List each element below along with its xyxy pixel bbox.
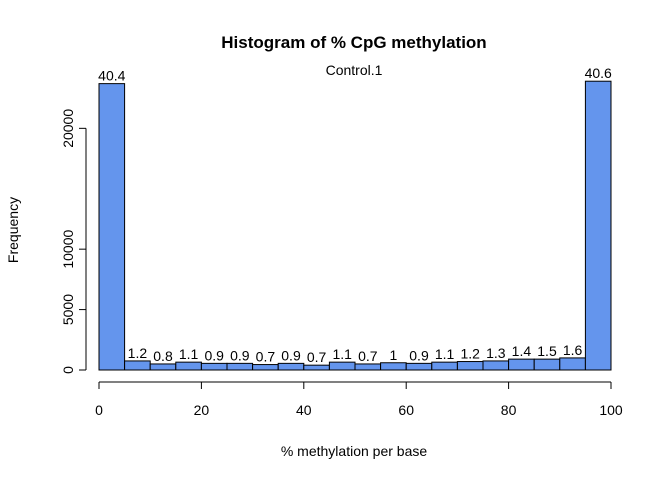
histogram-bar bbox=[380, 362, 407, 371]
bar-value-label: 1.1 bbox=[179, 346, 199, 362]
bar-value-label: 1.1 bbox=[332, 346, 352, 362]
y-tick-label: 20000 bbox=[60, 109, 76, 148]
bar-value-label: 0.9 bbox=[230, 347, 250, 363]
histogram-bar bbox=[124, 360, 151, 371]
x-tick-label: 40 bbox=[296, 402, 312, 418]
y-tick-label: 5000 bbox=[60, 294, 76, 325]
histogram-bar bbox=[252, 364, 279, 371]
bar-value-label: 1.1 bbox=[435, 346, 455, 362]
bar-value-label: 0.7 bbox=[307, 349, 327, 365]
bar-value-label: 40.6 bbox=[585, 65, 612, 81]
x-tick-label: 80 bbox=[501, 402, 517, 418]
histogram-bar bbox=[559, 357, 586, 371]
histogram-bar bbox=[584, 80, 612, 371]
x-tick-label: 0 bbox=[95, 402, 103, 418]
histogram-bar bbox=[533, 358, 561, 371]
bar-value-label: 1.3 bbox=[486, 345, 506, 361]
histogram-bar bbox=[175, 361, 202, 371]
histogram-bar bbox=[98, 83, 126, 371]
histogram-bar bbox=[149, 363, 177, 371]
histogram-bar bbox=[277, 362, 305, 371]
histogram-bar bbox=[303, 364, 330, 371]
histogram-bar bbox=[482, 360, 510, 371]
chart-title: Histogram of % CpG methylation bbox=[221, 33, 486, 52]
bar-value-label: 1 bbox=[390, 347, 398, 363]
bar-value-label: 1.4 bbox=[512, 343, 532, 359]
x-axis: 0 20 40 60 80 100 bbox=[95, 381, 623, 418]
chart-subtitle: Control.1 bbox=[326, 62, 383, 78]
histogram-bar bbox=[200, 362, 228, 371]
bar-value-label: 0.9 bbox=[204, 347, 224, 363]
x-axis-label: % methylation per base bbox=[281, 443, 428, 459]
x-tick-label: 60 bbox=[398, 402, 414, 418]
bar-value-label: 1.2 bbox=[128, 345, 148, 361]
x-tick-label: 100 bbox=[599, 402, 623, 418]
bar-value-label: 0.8 bbox=[153, 348, 173, 364]
histogram-bar bbox=[456, 361, 484, 371]
bar-value-label: 0.7 bbox=[358, 348, 378, 364]
histogram-bar bbox=[226, 362, 254, 371]
y-tick-label: 10000 bbox=[60, 229, 76, 268]
bar-value-label: 1.5 bbox=[537, 343, 557, 359]
y-tick-label: 0 bbox=[60, 366, 76, 374]
y-axis: 0 5000 10000 20000 bbox=[60, 109, 87, 374]
histogram-bar bbox=[431, 361, 458, 371]
histogram-bar bbox=[508, 358, 535, 371]
bars-group bbox=[98, 80, 612, 371]
bar-value-label: 1.6 bbox=[563, 342, 583, 358]
bar-labels-group: 40.4 1.2 0.8 1.1 0.9 0.9 0.7 0.9 0.7 1.1 0.7 1 0.9 1.… bbox=[98, 65, 612, 365]
y-axis-label: Frequency bbox=[5, 197, 21, 263]
bar-value-label: 0.7 bbox=[256, 349, 276, 365]
bar-value-label: 0.9 bbox=[281, 347, 301, 363]
histogram-bar bbox=[328, 361, 356, 371]
histogram-bar bbox=[354, 363, 382, 371]
bar-value-label: 40.4 bbox=[98, 68, 125, 84]
x-tick-label: 20 bbox=[194, 402, 210, 418]
histogram-bar bbox=[405, 362, 433, 371]
bar-value-label: 1.2 bbox=[460, 346, 480, 362]
bar-value-label: 0.9 bbox=[409, 347, 429, 363]
